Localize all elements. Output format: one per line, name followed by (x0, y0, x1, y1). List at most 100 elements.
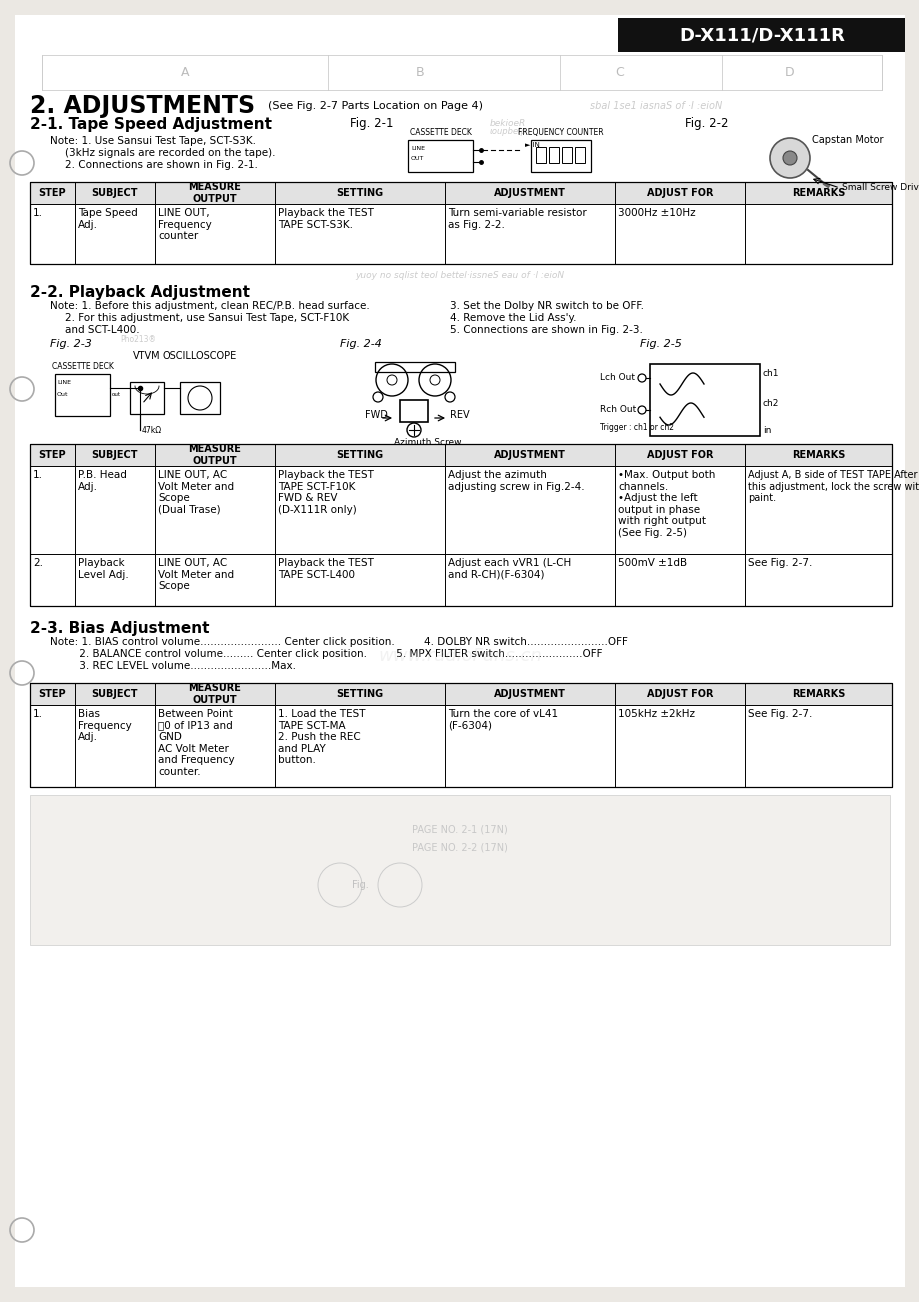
Text: Playback the TEST
TAPE SCT-F10K
FWD & REV
(D-X111R only): Playback the TEST TAPE SCT-F10K FWD & RE… (278, 470, 373, 514)
Text: Lch Out: Lch Out (599, 374, 634, 383)
Text: ADJUST FOR: ADJUST FOR (646, 689, 712, 699)
Text: yuoy no sqlist teol bettel·issneS eau of ·l :eioN: yuoy no sqlist teol bettel·issneS eau of… (355, 272, 564, 280)
Bar (55, 374, 110, 417)
Text: ADJUSTMENT: ADJUSTMENT (494, 450, 565, 460)
Text: B: B (415, 66, 424, 79)
Bar (30, 684, 891, 704)
Text: Adjust the azimuth
adjusting screw in Fig.2-4.: Adjust the azimuth adjusting screw in Fi… (448, 470, 584, 492)
Text: ADJUST FOR: ADJUST FOR (646, 187, 712, 198)
Text: LINE OUT, AC
Volt Meter and
Scope: LINE OUT, AC Volt Meter and Scope (158, 559, 233, 591)
Text: Pho213®: Pho213® (119, 335, 156, 344)
Text: FWD: FWD (365, 410, 388, 421)
Text: REV: REV (449, 410, 469, 421)
Text: 2. ADJUSTMENTS: 2. ADJUSTMENTS (30, 94, 255, 118)
Text: OSCILLOSCOPE: OSCILLOSCOPE (163, 352, 237, 361)
Text: C: C (615, 66, 624, 79)
Text: ► IN: ► IN (525, 142, 539, 148)
Text: MEASURE
OUTPUT: MEASURE OUTPUT (188, 182, 241, 204)
Text: Fig.: Fig. (351, 880, 368, 891)
Text: ch2: ch2 (762, 398, 778, 408)
Text: OUT: OUT (411, 156, 424, 161)
Text: Turn the core of vL41
(F-6304): Turn the core of vL41 (F-6304) (448, 710, 558, 730)
Bar (536, 147, 545, 163)
Bar (407, 141, 472, 172)
Text: REMARKS: REMARKS (791, 450, 845, 460)
Text: 1.: 1. (33, 470, 43, 480)
Text: 2.: 2. (33, 559, 43, 568)
Text: in: in (762, 426, 770, 435)
Text: D: D (784, 66, 794, 79)
Circle shape (637, 406, 645, 414)
Text: •Max. Output both
channels.
•Adjust the left
output in phase
with right output
(: •Max. Output both channels. •Adjust the … (618, 470, 715, 538)
Bar (130, 381, 164, 414)
Text: Fig. 2-1: Fig. 2-1 (349, 117, 393, 130)
Text: (3kHz signals are recorded on the tape).: (3kHz signals are recorded on the tape). (65, 148, 275, 158)
Text: 2. BALANCE control volume......... Center click position.         5. MPX FILTER : 2. BALANCE control volume......... Cente… (50, 648, 602, 659)
Text: bekioeR: bekioeR (490, 120, 526, 129)
Text: P.B. Head
Adj.: P.B. Head Adj. (78, 470, 127, 492)
Bar (650, 365, 759, 436)
Text: SUBJECT: SUBJECT (92, 689, 138, 699)
Text: REMARKS: REMARKS (791, 689, 845, 699)
Text: 2. For this adjustment, use Sansui Test Tape, SCT-F10K: 2. For this adjustment, use Sansui Test … (65, 312, 348, 323)
Text: 5. Connections are shown in Fig. 2-3.: 5. Connections are shown in Fig. 2-3. (449, 326, 642, 335)
Text: 2-2. Playback Adjustment: 2-2. Playback Adjustment (30, 285, 250, 299)
Bar (530, 141, 590, 172)
Text: See Fig. 2-7.: See Fig. 2-7. (747, 559, 811, 568)
Text: www.radioFans.cn: www.radioFans.cn (378, 647, 541, 665)
Text: 500mV ±1dB: 500mV ±1dB (618, 559, 686, 568)
Text: 3. Set the Dolby NR switch to be OFF.: 3. Set the Dolby NR switch to be OFF. (449, 301, 643, 311)
Text: 3. REC LEVEL volume........................Max.: 3. REC LEVEL volume.....................… (50, 661, 296, 671)
Bar (180, 381, 220, 414)
Text: CASSETTE DECK: CASSETTE DECK (409, 128, 471, 137)
Text: 1.: 1. (33, 710, 43, 719)
Bar (618, 18, 904, 52)
Text: 1.: 1. (33, 208, 43, 217)
Text: 2-1. Tape Speed Adjustment: 2-1. Tape Speed Adjustment (30, 116, 272, 132)
Text: See Fig. 2-7.: See Fig. 2-7. (747, 710, 811, 719)
Text: 2-3. Bias Adjustment: 2-3. Bias Adjustment (30, 621, 210, 635)
Text: Trigger : ch1 or ch2: Trigger : ch1 or ch2 (599, 423, 674, 432)
Text: SETTING: SETTING (336, 689, 383, 699)
Text: FREQUENCY COUNTER: FREQUENCY COUNTER (517, 128, 603, 137)
Text: and SCT-L400.: and SCT-L400. (65, 326, 140, 335)
Text: LINE: LINE (57, 380, 71, 385)
Text: Capstan Motor: Capstan Motor (811, 135, 882, 145)
Text: ch1: ch1 (762, 368, 778, 378)
Text: SUBJECT: SUBJECT (92, 450, 138, 460)
Bar (42, 55, 881, 90)
Text: Adjust each vVR1 (L-CH
and R-CH)(F-6304): Adjust each vVR1 (L-CH and R-CH)(F-6304) (448, 559, 571, 579)
Bar (30, 182, 891, 264)
Text: Rch Out: Rch Out (599, 405, 636, 414)
Text: (See Fig. 2-7 Parts Location on Page 4): (See Fig. 2-7 Parts Location on Page 4) (267, 102, 482, 111)
Text: ADJUST FOR: ADJUST FOR (646, 450, 712, 460)
Bar (30, 182, 891, 204)
Text: 105kHz ±2kHz: 105kHz ±2kHz (618, 710, 694, 719)
Bar (30, 684, 891, 786)
Bar (562, 147, 572, 163)
Text: VTVM: VTVM (133, 352, 161, 361)
Text: Fig. 2-2: Fig. 2-2 (685, 117, 728, 130)
Text: Adjust A, B side of TEST TAPE After
this adjustment, lock the screw with
paint.: Adjust A, B side of TEST TAPE After this… (747, 470, 919, 503)
Text: Playback the TEST
TAPE SCT-S3K.: Playback the TEST TAPE SCT-S3K. (278, 208, 373, 229)
Text: SETTING: SETTING (336, 450, 383, 460)
Text: A: A (180, 66, 189, 79)
Text: Note: 1. Before this adjustment, clean REC/P.B. head surface.: Note: 1. Before this adjustment, clean R… (50, 301, 369, 311)
Bar (549, 147, 559, 163)
Bar (400, 400, 427, 422)
Text: Bias
Frequency
Adj.: Bias Frequency Adj. (78, 710, 131, 742)
Text: D-X111/D-X111R: D-X111/D-X111R (678, 26, 844, 44)
Text: 1. Load the TEST
TAPE SCT-MA
2. Push the REC
and PLAY
button.: 1. Load the TEST TAPE SCT-MA 2. Push the… (278, 710, 365, 766)
Text: STEP: STEP (39, 450, 66, 460)
Text: ADJUSTMENT: ADJUSTMENT (494, 689, 565, 699)
Bar (30, 444, 891, 466)
Text: Fig. 2-3: Fig. 2-3 (50, 339, 92, 349)
Bar (30, 796, 889, 945)
Text: SETTING: SETTING (336, 187, 383, 198)
Text: PAGE NO. 2-1 (17N): PAGE NO. 2-1 (17N) (412, 825, 507, 835)
Text: Tape Speed
Adj.: Tape Speed Adj. (78, 208, 138, 229)
Text: Playback
Level Adj.: Playback Level Adj. (78, 559, 129, 579)
Text: Azimuth Screw: Azimuth Screw (393, 437, 461, 447)
Text: Note: 1. BIAS control volume........................ Center click position.     : Note: 1. BIAS control volume............… (50, 637, 627, 647)
Text: LINE: LINE (411, 147, 425, 151)
